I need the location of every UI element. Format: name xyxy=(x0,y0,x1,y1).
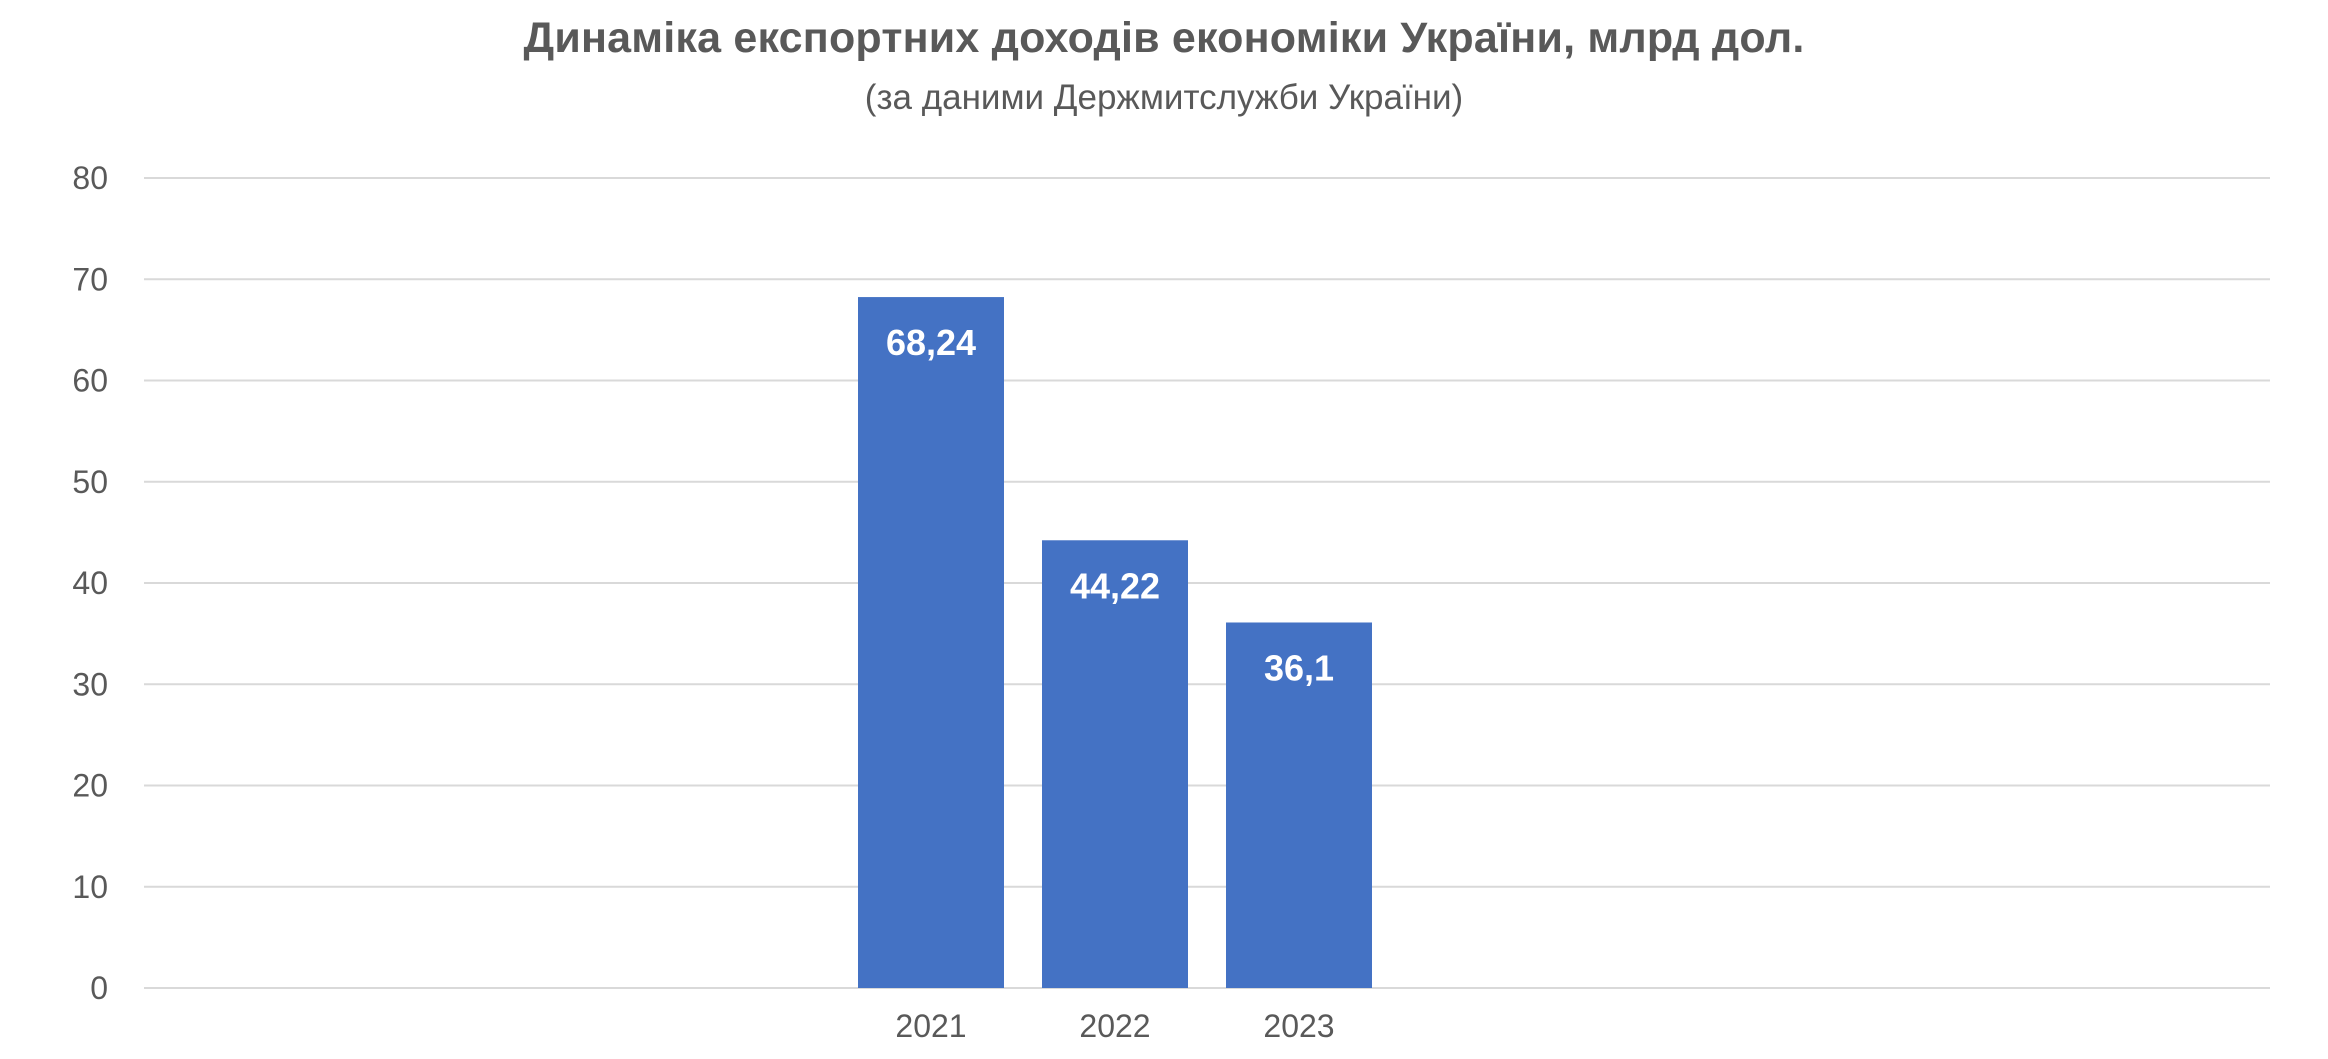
data-labels: 68,24 44,22 36,1 xyxy=(886,322,1334,688)
data-label-2021: 68,24 xyxy=(886,322,976,363)
y-tick-label: 30 xyxy=(72,666,108,702)
y-tick-label: 60 xyxy=(72,363,108,399)
chart-title: Динаміка експортних доходів економіки Ук… xyxy=(523,14,1805,62)
x-tick-label-2022: 2022 xyxy=(1079,1008,1150,1044)
y-tick-label: 40 xyxy=(72,565,108,601)
bars xyxy=(858,297,1372,988)
y-tick-label: 10 xyxy=(72,869,108,905)
bar-2022 xyxy=(1042,540,1188,988)
bar-2021 xyxy=(858,297,1004,988)
x-axis: 2021 2022 2023 xyxy=(895,1008,1334,1044)
data-label-2022: 44,22 xyxy=(1070,565,1160,606)
gridlines xyxy=(144,177,2270,989)
y-axis: 0 10 20 30 40 50 60 70 80 xyxy=(72,160,108,1006)
y-tick-label: 70 xyxy=(72,261,108,297)
y-tick-label: 20 xyxy=(72,768,108,804)
x-tick-label-2023: 2023 xyxy=(1263,1008,1334,1044)
chart-subtitle: (за даними Держмитслужби України) xyxy=(864,78,1464,117)
data-label-2023: 36,1 xyxy=(1264,647,1334,688)
y-tick-label: 50 xyxy=(72,464,108,500)
y-tick-label: 80 xyxy=(72,160,108,196)
x-tick-label-2021: 2021 xyxy=(895,1008,966,1044)
bar-2023 xyxy=(1226,622,1372,988)
y-tick-label: 0 xyxy=(90,970,108,1006)
